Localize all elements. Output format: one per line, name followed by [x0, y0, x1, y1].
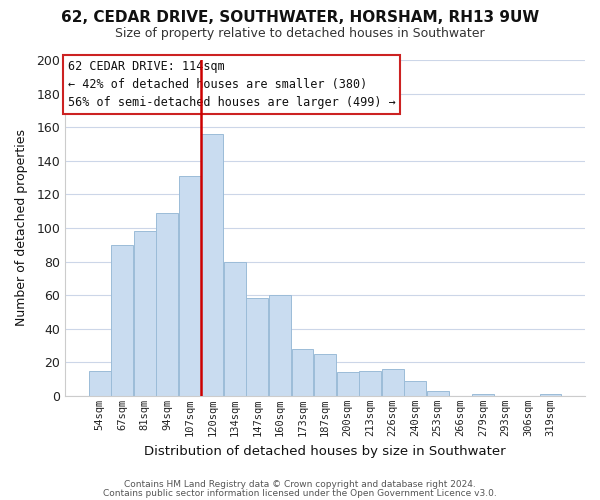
Text: Contains public sector information licensed under the Open Government Licence v3: Contains public sector information licen… — [103, 488, 497, 498]
Bar — [292, 349, 313, 396]
Bar — [314, 354, 336, 396]
Text: 62, CEDAR DRIVE, SOUTHWATER, HORSHAM, RH13 9UW: 62, CEDAR DRIVE, SOUTHWATER, HORSHAM, RH… — [61, 10, 539, 25]
Bar — [134, 232, 155, 396]
Y-axis label: Number of detached properties: Number of detached properties — [15, 130, 28, 326]
Bar — [89, 370, 110, 396]
Bar — [382, 369, 404, 396]
Bar — [404, 381, 426, 396]
Bar — [247, 298, 268, 396]
Bar — [359, 370, 381, 396]
Bar — [179, 176, 201, 396]
Bar — [337, 372, 359, 396]
Bar — [269, 295, 291, 396]
Text: Size of property relative to detached houses in Southwater: Size of property relative to detached ho… — [115, 28, 485, 40]
Bar — [111, 244, 133, 396]
Text: Contains HM Land Registry data © Crown copyright and database right 2024.: Contains HM Land Registry data © Crown c… — [124, 480, 476, 489]
Text: 62 CEDAR DRIVE: 114sqm
← 42% of detached houses are smaller (380)
56% of semi-de: 62 CEDAR DRIVE: 114sqm ← 42% of detached… — [68, 60, 395, 109]
Bar — [157, 213, 178, 396]
Bar — [427, 391, 449, 396]
X-axis label: Distribution of detached houses by size in Southwater: Distribution of detached houses by size … — [144, 444, 506, 458]
Bar — [539, 394, 562, 396]
Bar — [202, 134, 223, 396]
Bar — [224, 262, 246, 396]
Bar — [472, 394, 494, 396]
